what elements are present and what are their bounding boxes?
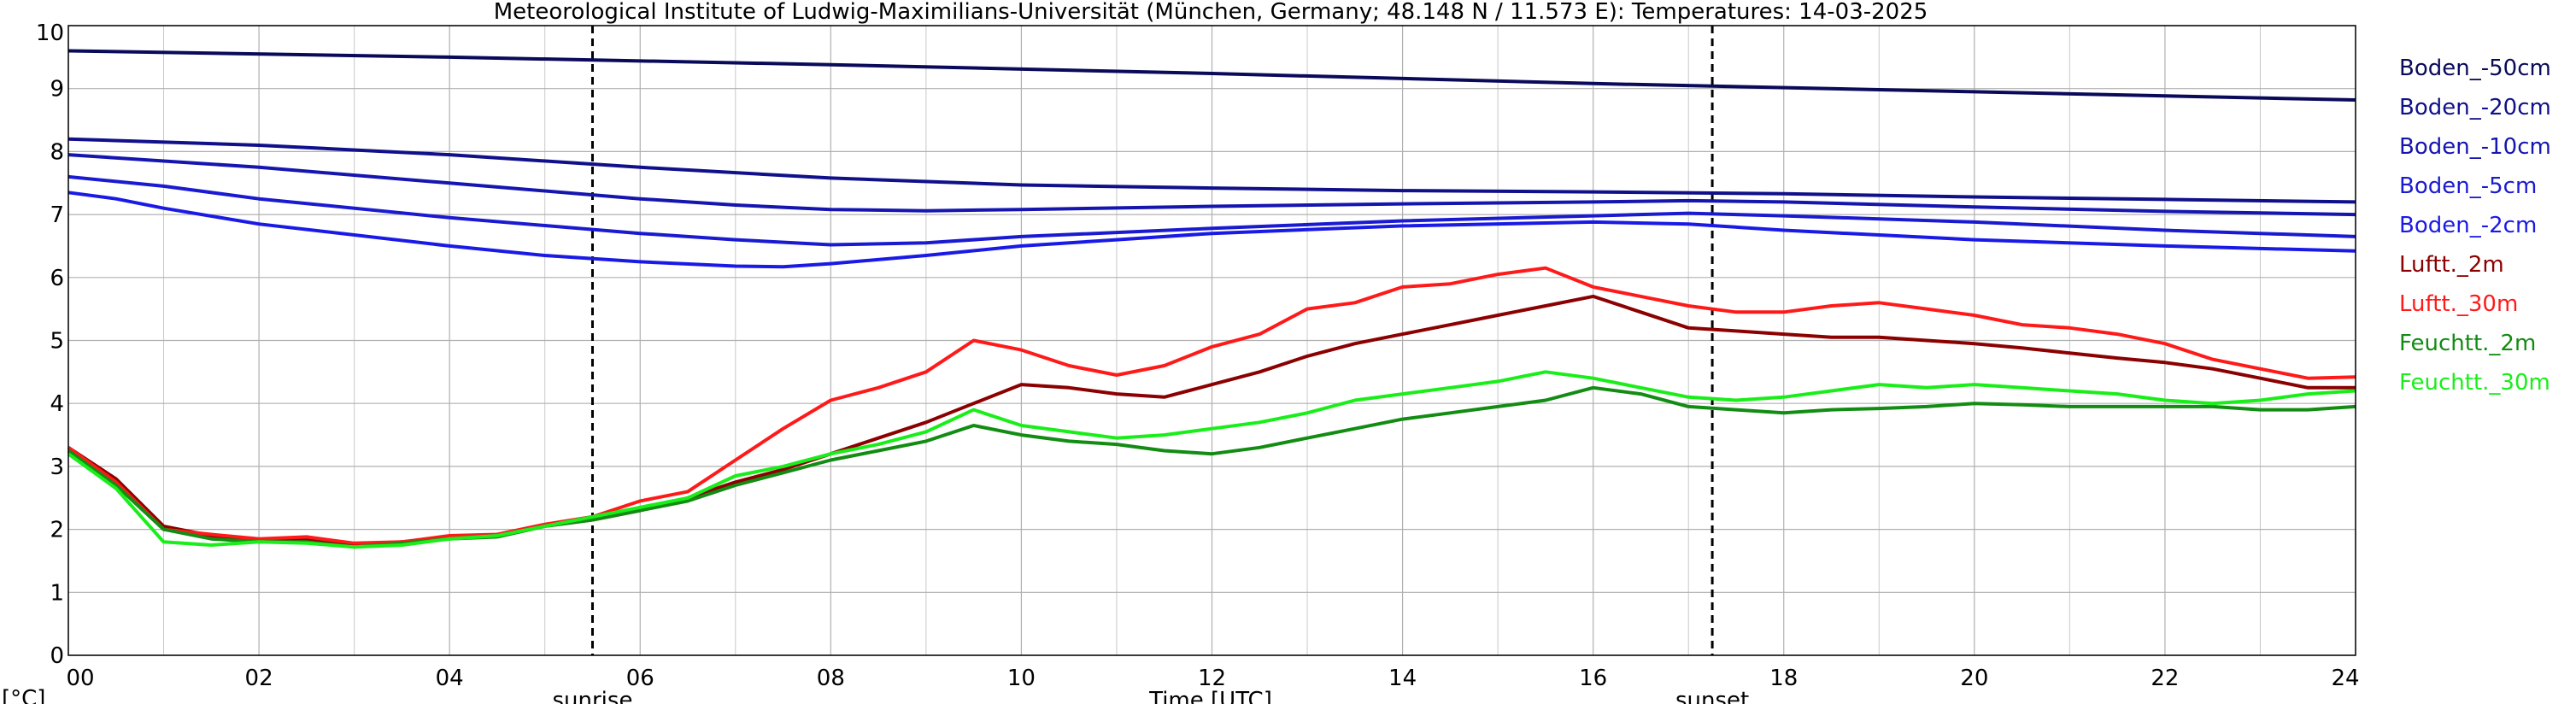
x-tick-label: 20 xyxy=(1960,666,1988,691)
series-line xyxy=(67,370,2356,549)
x-tick-label: 00 xyxy=(66,666,94,691)
y-tick-label: 0 xyxy=(50,643,64,669)
legend: Boden_-50cm Boden_-20cm Boden_-10cm Boden_-… xyxy=(2399,56,2551,396)
y-tick-label: 1 xyxy=(50,580,64,606)
x-tick-label: 16 xyxy=(1579,666,1607,691)
y-tick-label: 5 xyxy=(50,329,64,355)
x-tick-label: 24 xyxy=(2331,666,2359,691)
y-tick-label: 4 xyxy=(50,391,64,417)
x-tick-label: 18 xyxy=(1769,666,1798,691)
marker-label: sunrise xyxy=(552,688,632,704)
legend-entry: Boden_-5cm xyxy=(2399,173,2537,199)
series-line xyxy=(67,191,2356,269)
x-tick-label: 22 xyxy=(2151,666,2179,691)
y-tick-label: 9 xyxy=(50,77,64,103)
legend-entry: Boden_-20cm xyxy=(2399,95,2551,120)
x-tick-label: 04 xyxy=(436,666,464,691)
chart-title: Meteorological Institute of Ludwig-Maxim… xyxy=(494,0,1928,25)
x-tick-label: 12 xyxy=(1198,666,1226,691)
x-tick-label: 10 xyxy=(1007,666,1036,691)
y-tick-labels: 0 1 2 3 4 5 6 7 8 9 10 xyxy=(36,21,64,669)
grid xyxy=(67,25,2356,656)
legend-entry: Boden_-2cm xyxy=(2399,213,2537,238)
y-tick-label: 2 xyxy=(50,518,64,543)
x-tick-label: 02 xyxy=(245,666,273,691)
legend-entry: Feuchtt._2m xyxy=(2399,331,2536,356)
series-line xyxy=(67,49,2356,102)
legend-entry: Boden_-50cm xyxy=(2399,56,2551,81)
y-tick-label: 7 xyxy=(50,202,64,228)
plot-frame xyxy=(67,25,2356,656)
x-tick-label: 06 xyxy=(626,666,654,691)
series-line xyxy=(67,266,2356,545)
y-tick-label: 3 xyxy=(50,455,64,480)
series-lines xyxy=(67,49,2356,549)
series-line xyxy=(67,137,2356,204)
legend-entry: Feuchtt._30m xyxy=(2399,370,2550,396)
legend-entry: Luftt._30m xyxy=(2399,291,2518,317)
x-tick-label: 14 xyxy=(1388,666,1417,691)
series-line xyxy=(67,174,2356,247)
legend-entry: Boden_-10cm xyxy=(2399,134,2551,160)
y-tick-label: 10 xyxy=(36,21,64,46)
sun-markers: sunrise sunset xyxy=(552,26,1749,704)
x-tick-labels: 00 02 04 06 08 10 12 14 16 18 20 22 24 xyxy=(66,666,2359,691)
x-tick-label: 08 xyxy=(817,666,845,691)
legend-entry: Luftt._2m xyxy=(2399,252,2504,278)
marker-label: sunset xyxy=(1675,688,1749,704)
series-line xyxy=(67,153,2356,217)
y-axis-label: [°C] xyxy=(2,686,45,704)
x-axis-label: Time [UTC] xyxy=(1148,688,1272,704)
y-tick-label: 8 xyxy=(50,139,64,165)
y-tick-label: 6 xyxy=(50,266,64,291)
